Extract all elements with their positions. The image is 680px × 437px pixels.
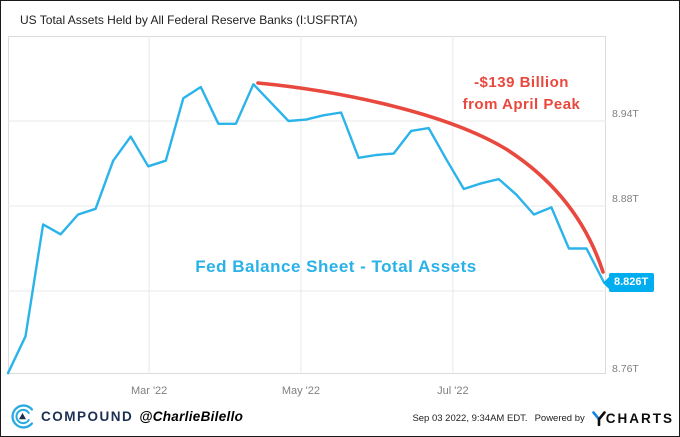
series-label: Fed Balance Sheet - Total Assets — [195, 257, 477, 276]
brand-handle: @CharlieBilello — [139, 409, 244, 424]
ycharts-y-icon — [591, 411, 606, 426]
last-value-text: 8.826T — [614, 276, 649, 288]
powered-by-label: Powered by — [534, 413, 585, 424]
decline-annotation-text: -$139 Billion from April Peak — [439, 72, 604, 116]
x-tick-label: Jul '22 — [437, 385, 469, 397]
footer-brand: COMPOUND @CharlieBilello — [10, 404, 243, 429]
footer-attribution: Sep 03 2022, 9:34AM EDT. Powered by CHAR… — [412, 411, 674, 426]
ycharts-wordmark: CHARTS — [605, 411, 674, 426]
y-tick-label: 8.76T — [612, 363, 639, 375]
timestamp: Sep 03 2022, 9:34AM EDT. — [412, 413, 528, 424]
page-title: US Total Assets Held by All Federal Rese… — [20, 13, 358, 27]
ycharts-logo: CHARTS — [591, 411, 674, 426]
decline-annotation-line1: -$139 Billion — [474, 74, 569, 91]
compound-logo-icon — [11, 404, 34, 429]
x-tick-label: Mar '22 — [130, 385, 168, 397]
decline-annotation-line2: from April Peak — [462, 96, 581, 113]
brand-name: COMPOUND — [41, 409, 134, 424]
y-tick-label: 8.88T — [612, 193, 639, 205]
x-tick-label: May '22 — [281, 385, 320, 397]
y-tick-label: 8.94T — [612, 108, 639, 120]
last-value-badge: 8.826T — [609, 273, 655, 292]
